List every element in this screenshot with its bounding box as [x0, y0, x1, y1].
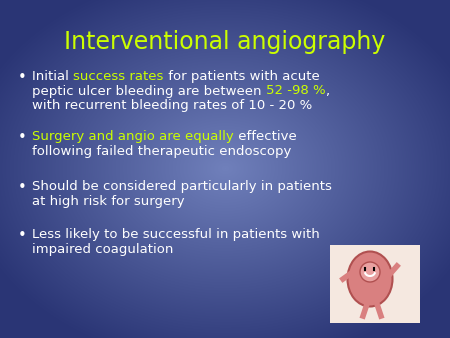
Text: 52 -98 %: 52 -98 %: [266, 84, 325, 97]
Text: with recurrent bleeding rates of 10 - 20 %: with recurrent bleeding rates of 10 - 20…: [32, 99, 312, 112]
Ellipse shape: [347, 251, 392, 307]
Text: effective: effective: [234, 130, 297, 143]
Text: success rates: success rates: [73, 70, 163, 83]
Text: for patients with acute: for patients with acute: [163, 70, 319, 83]
Text: •: •: [18, 228, 27, 243]
Text: Less likely to be successful in patients with: Less likely to be successful in patients…: [32, 228, 320, 241]
Text: •: •: [18, 130, 27, 145]
Circle shape: [360, 262, 380, 282]
FancyBboxPatch shape: [330, 245, 420, 323]
Text: Initial: Initial: [32, 70, 73, 83]
Text: •: •: [18, 70, 27, 85]
Text: Interventional angiography: Interventional angiography: [64, 30, 386, 54]
Text: ,: ,: [325, 84, 329, 97]
Text: impaired coagulation: impaired coagulation: [32, 242, 173, 256]
Text: Surgery and angio are equally: Surgery and angio are equally: [32, 130, 234, 143]
Text: Should be considered particularly in patients: Should be considered particularly in pat…: [32, 180, 332, 193]
Text: peptic ulcer bleeding are between: peptic ulcer bleeding are between: [32, 84, 266, 97]
Text: •: •: [18, 180, 27, 195]
Text: at high risk for surgery: at high risk for surgery: [32, 194, 184, 208]
Text: following failed therapeutic endoscopy: following failed therapeutic endoscopy: [32, 145, 292, 158]
